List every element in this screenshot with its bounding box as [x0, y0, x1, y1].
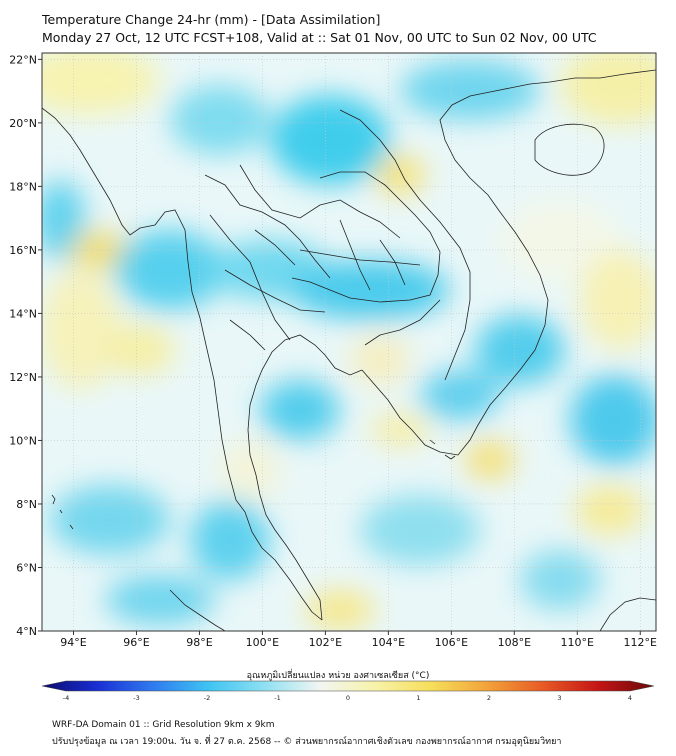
- lat-tick-label: 16°N: [9, 244, 37, 257]
- map-subtitle: Monday 27 Oct, 12 UTC FCST+108, Valid at…: [42, 30, 597, 45]
- map-title: Temperature Change 24-hr (mm) - [Data As…: [42, 12, 381, 27]
- lon-tick-label: 106°E: [435, 636, 468, 649]
- lat-tick-label: 12°N: [9, 371, 37, 384]
- lat-tick-label: 20°N: [9, 117, 37, 130]
- colorbar-label: อุณหภูมิเปลี่ยนแปลง หน่วย องศาเซลเซียส (…: [246, 671, 430, 681]
- colorbar-tick-label: -4: [63, 694, 69, 700]
- colorbar-tick-label: -2: [204, 694, 210, 700]
- lon-tick-label: 104°E: [372, 636, 405, 649]
- longitude-axis: 94°E 96°E 98°E 100°E 102°E 104°E 106°E 108°E 110…: [60, 631, 657, 649]
- lon-tick-label: 102°E: [309, 636, 342, 649]
- lat-tick-label: 8°N: [16, 498, 37, 511]
- latitude-axis: 22°N 20°N 18°N 16°N 14°N 12°N 10°N 8°N 6°N 4°N: [9, 53, 42, 638]
- plot-frame: [41, 52, 657, 632]
- temperature-field: [42, 53, 656, 631]
- colorbar: -4 -3 -2 -1 0 1 2 3 4: [41, 680, 655, 700]
- lat-tick-label: 22°N: [9, 53, 37, 66]
- lon-tick-label: 96°E: [123, 636, 149, 649]
- lat-tick-label: 4°N: [16, 625, 37, 638]
- colorbar-tick-label: 3: [557, 694, 561, 700]
- colorbar-bar: [41, 680, 655, 692]
- lat-tick-label: 6°N: [16, 561, 37, 574]
- colorbar-tick-label: 1: [416, 694, 420, 700]
- gridlines: [42, 53, 656, 631]
- lon-tick-label: 108°E: [498, 636, 531, 649]
- colorbar-tick-label: 4: [628, 694, 632, 700]
- colorbar-tick-label: -1: [274, 694, 280, 700]
- lon-tick-label: 110°E: [561, 636, 594, 649]
- lat-tick-label: 14°N: [9, 307, 37, 320]
- temperature-change-map: 94°E 96°E 98°E 100°E 102°E 104°E 106°E 108°E 110…: [9, 52, 657, 700]
- coastlines: [42, 69, 656, 631]
- colorbar-tick-label: 2: [487, 694, 491, 700]
- colorbar-tick-label: -3: [133, 694, 139, 700]
- lon-tick-label: 94°E: [60, 636, 86, 649]
- footer-update-info: ปรับปรุงข้อมูล ณ เวลา 19:00น. วัน จ. ที่…: [52, 737, 562, 747]
- lon-tick-label: 98°E: [186, 636, 212, 649]
- lat-tick-label: 18°N: [9, 180, 37, 193]
- lon-tick-label: 100°E: [246, 636, 279, 649]
- lon-tick-label: 112°E: [624, 636, 657, 649]
- lat-tick-label: 10°N: [9, 434, 37, 447]
- footer-domain-info: WRF-DA Domain 01 :: Grid Resolution 9km …: [52, 720, 275, 730]
- colorbar-tick-label: 0: [346, 694, 350, 700]
